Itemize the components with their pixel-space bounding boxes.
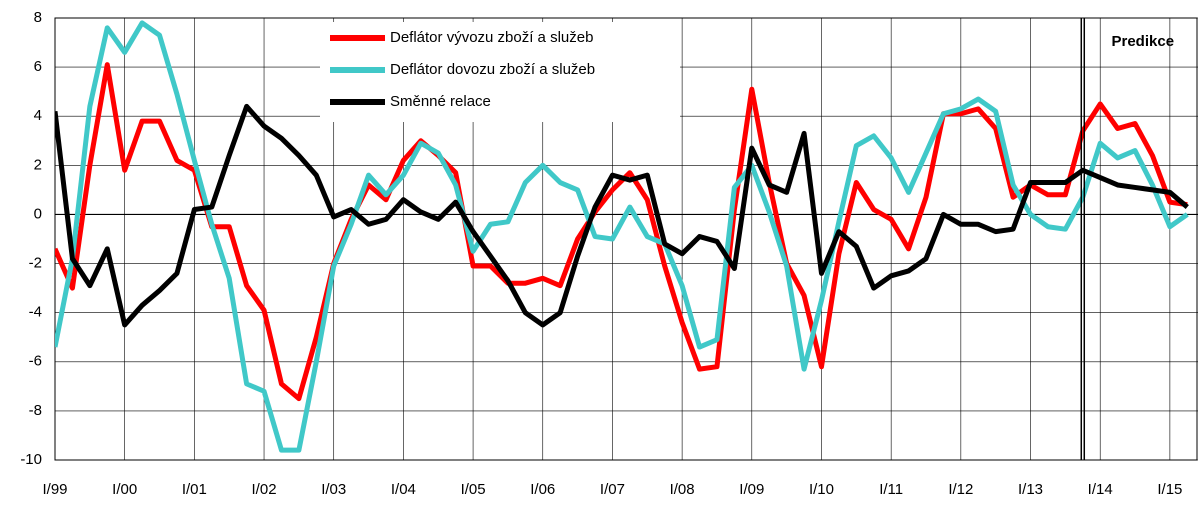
y-tick-label: -8 [29, 402, 42, 419]
x-tick-label: I/09 [739, 481, 764, 498]
x-tick-label: I/10 [809, 481, 834, 498]
x-tick-label: I/00 [112, 481, 137, 498]
legend-label: Deflátor vývozu zboží a služeb [390, 29, 593, 46]
x-tick-label: I/05 [461, 481, 486, 498]
x-tick-label: I/01 [182, 481, 207, 498]
y-tick-label: -4 [29, 304, 42, 321]
series-line [55, 62, 1188, 402]
y-tick-label: 2 [34, 156, 42, 173]
x-tick-label: I/14 [1088, 481, 1113, 498]
x-tick-label: I/99 [42, 481, 67, 498]
x-tick-label: I/12 [948, 481, 973, 498]
x-tick-label: I/07 [600, 481, 625, 498]
y-tick-label: 4 [34, 107, 42, 124]
x-tick-label: I/06 [530, 481, 555, 498]
legend-label: Směnné relace [390, 93, 491, 110]
y-tick-label: -6 [29, 353, 42, 370]
x-tick-label: I/11 [879, 481, 903, 498]
y-tick-label: 0 [34, 205, 42, 222]
x-tick-label: I/15 [1157, 481, 1182, 498]
x-tick-label: I/02 [252, 481, 277, 498]
y-tick-label: -2 [29, 255, 42, 272]
annotation: Predikce [1112, 33, 1175, 50]
legend-label: Deflátor dovozu zboží a služeb [390, 61, 595, 78]
series-line [55, 20, 1189, 453]
x-tick-label: I/08 [670, 481, 695, 498]
series-line [55, 103, 1189, 328]
y-tick-label: -10 [20, 451, 42, 468]
y-tick-label: 8 [34, 9, 42, 26]
x-tick-label: I/13 [1018, 481, 1043, 498]
y-tick-label: 6 [34, 58, 42, 75]
x-tick-label: I/04 [391, 481, 416, 498]
x-tick-label: I/03 [321, 481, 346, 498]
